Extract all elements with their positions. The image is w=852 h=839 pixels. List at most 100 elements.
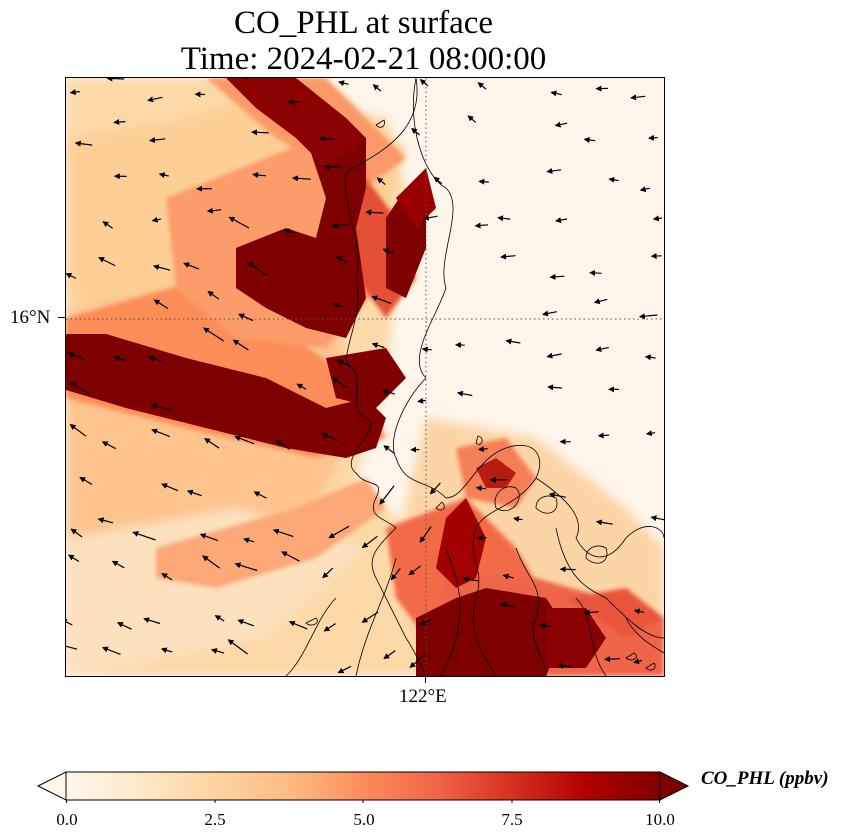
wind-arrow [323,163,343,170]
wind-arrow [243,537,255,544]
colorbar-extend-max [659,771,690,801]
wind-arrow [583,609,599,616]
wind-arrow [237,619,254,627]
wind-arrow [382,248,394,254]
colorbar-tick-4: 10.0 [645,810,675,829]
colorbar-tick-1: 2.5 [204,810,226,829]
wind-arrow [247,261,269,277]
wind-arrow [275,439,290,450]
wind-arrow [183,262,200,270]
wind-arrow [421,346,432,353]
wind-arrow [66,273,77,279]
wind-arrow [66,619,73,626]
wind-arrow [462,576,479,583]
wind-arrow [288,620,308,630]
wind-arrow [281,551,300,562]
wind-arrow [234,562,258,572]
wind-arrow [474,222,489,229]
wind-vector-layer [66,78,664,674]
wind-arrow [153,299,169,310]
wind-arrow [419,79,429,87]
wind-arrow [372,84,382,92]
wind-arrow [633,608,645,615]
wind-arrow [210,648,225,654]
longitude-tick-label: 122°E [399,686,447,707]
colorbar-tick-marks [66,800,660,803]
wind-arrow [160,647,173,654]
wind-arrow [199,533,219,542]
wind-arrow [630,94,646,101]
wind-arrow [361,611,379,623]
wind-arrow [595,519,613,526]
wind-arrow [148,355,163,363]
wind-arrow [539,622,552,629]
wind-arrow [186,489,202,497]
wind-arrow [390,568,401,581]
wind-arrow [335,256,348,264]
wind-arrow [207,290,220,300]
wind-arrow [645,430,656,437]
wind-arrow [102,221,113,229]
wind-arrow [381,389,396,395]
wind-arrow [548,492,567,499]
wind-arrow [467,115,477,123]
wind-arrow [411,127,420,136]
wind-arrow [113,119,126,126]
wind-arrow [150,403,172,411]
wind-arrow [365,209,384,216]
wind-arrow [214,615,225,622]
wind-arrow [505,338,521,345]
wind-arrow [232,339,249,351]
wind-arrow [383,650,396,660]
wind-arrow [477,446,488,453]
wind-arrow [542,310,558,317]
wind-arrow [554,121,568,128]
wind-arrow [238,313,254,322]
colorbar [36,771,690,803]
wind-arrow [252,172,267,178]
wind-arrow [291,175,311,182]
wind-arrow [337,665,352,674]
wind-arrow [422,214,438,221]
wind-arrow [158,172,169,179]
wind-arrow [272,528,294,538]
wind-arrow [151,428,171,438]
wind-arrow [409,653,427,668]
wind-arrow [332,302,343,309]
wind-arrow [477,82,487,90]
wind-arrow [151,216,161,223]
colorbar-label: CO_PHL (ppbv) [701,768,829,789]
wind-arrow [336,359,352,368]
wind-arrow [644,354,656,361]
wind-arrow [379,485,395,505]
wind-arrow [161,483,179,492]
wind-arrow [383,445,395,454]
wind-arrow [253,491,267,499]
wind-arrow [513,516,523,523]
wind-arrow [456,390,473,397]
wind-arrow [98,257,116,267]
wind-arrow [79,476,93,486]
wind-arrow [101,441,117,450]
wind-arrow [69,424,87,437]
wind-arrow [202,327,225,342]
colorbar-tick-3: 7.5 [501,810,523,829]
colorbar-tick-0: 0.0 [56,810,78,829]
wind-arrow [361,535,378,549]
wind-arrow [113,355,127,362]
wind-arrow [161,573,173,581]
wind-arrow [638,313,658,320]
wind-arrow [408,565,421,576]
wind-arrow [251,129,269,136]
colorbar-extend-min [36,771,67,801]
wind-arrow [555,217,568,224]
wind-arrow [429,482,441,495]
wind-arrow [595,346,609,353]
colorbar-gradient [65,771,661,801]
wind-arrow [234,435,255,445]
wind-arrow [106,78,125,82]
wind-arrow [557,663,573,670]
longitude-tick-mark [425,676,426,683]
wind-arrow [149,137,166,143]
wind-arrow [603,656,620,663]
